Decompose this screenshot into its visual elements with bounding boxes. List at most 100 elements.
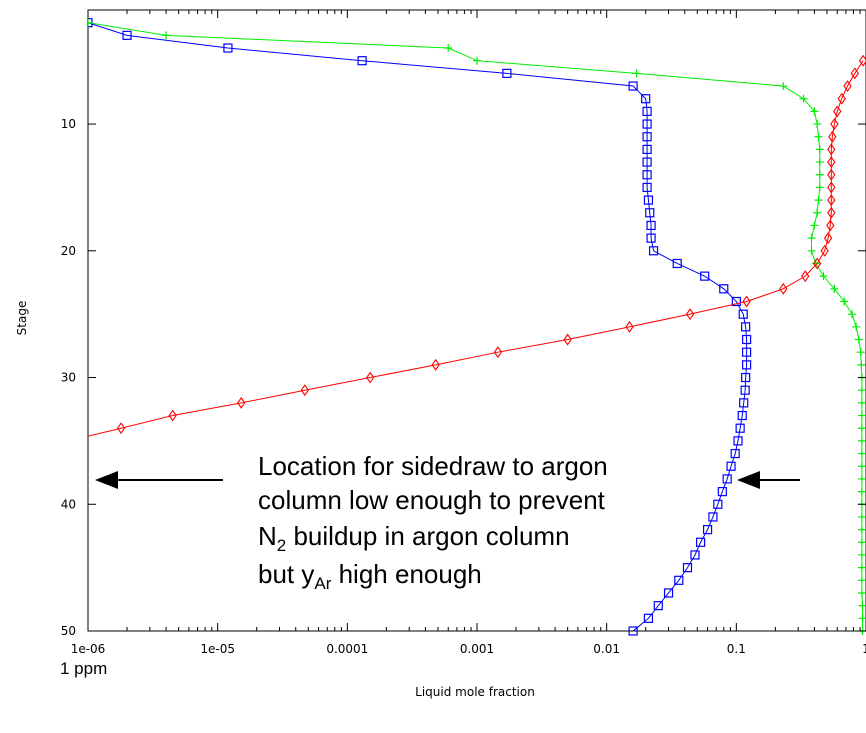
annotation-y-rest: high enough (331, 559, 481, 589)
data-point (807, 234, 816, 243)
data-point (827, 143, 836, 156)
data-point (742, 295, 751, 308)
x-tick-label: 1 (862, 642, 866, 656)
data-point (690, 550, 700, 560)
data-point (858, 614, 866, 623)
y-axis-ticks: 10 20 30 40 50 (61, 117, 866, 638)
data-point (116, 422, 126, 435)
data-point (858, 54, 866, 67)
annotation-n2-main: N (258, 521, 277, 551)
data-point (857, 474, 866, 483)
data-point (663, 588, 674, 598)
x-tick-label: 1e-05 (200, 642, 235, 656)
data-point (827, 181, 836, 194)
data-point (857, 462, 866, 471)
data-point (365, 371, 375, 384)
data-point (828, 130, 837, 143)
data-point (815, 183, 824, 192)
data-point (642, 106, 652, 116)
y-tick-label: 10 (61, 117, 76, 131)
data-point (632, 69, 641, 78)
data-point (814, 196, 823, 205)
data-point (833, 105, 842, 118)
data-point (653, 601, 663, 611)
data-point (840, 297, 849, 306)
data-point (799, 94, 808, 103)
data-point (740, 385, 750, 395)
y-tick-label: 50 (61, 624, 76, 638)
data-point (643, 613, 654, 623)
annotation-y-main: but y (258, 559, 314, 589)
data-point (237, 396, 246, 409)
data-point (685, 308, 695, 321)
data-point (88, 18, 92, 27)
data-point (674, 575, 684, 585)
data-point (223, 43, 233, 53)
data-point (820, 244, 829, 257)
data-point (672, 258, 682, 269)
data-point (646, 220, 656, 231)
data-point (823, 232, 833, 245)
data-point (162, 31, 171, 40)
data-point (625, 320, 634, 333)
data-point (837, 92, 846, 105)
y-axis-title: Stage (15, 301, 29, 336)
data-point (444, 44, 453, 53)
x-tick-label: 0.1 (727, 642, 746, 656)
data-point (737, 410, 747, 421)
annotation-line-3: N2 buildup in argon column (258, 521, 570, 555)
right-arrow (737, 471, 800, 489)
data-point (857, 360, 866, 369)
data-point (852, 322, 861, 331)
data-point (645, 208, 655, 218)
series-0 (88, 18, 752, 636)
data-point (830, 118, 839, 131)
data-point (168, 409, 177, 422)
data-point (700, 271, 710, 281)
data-point (810, 221, 819, 230)
data-point (473, 56, 481, 65)
data-point (830, 284, 839, 293)
one-ppm-label: 1 ppm (60, 659, 107, 678)
data-point (563, 333, 572, 346)
data-point (812, 257, 822, 270)
y-tick-label: 20 (61, 244, 76, 258)
data-point (642, 119, 652, 129)
data-point (642, 157, 652, 167)
data-point (858, 601, 866, 610)
data-point (731, 296, 741, 307)
data-point (857, 538, 866, 547)
data-point (713, 499, 723, 509)
data-point (735, 423, 745, 433)
data-point (733, 436, 743, 446)
x-axis-title: Liquid mole fraction (415, 685, 535, 699)
data-point (682, 563, 693, 573)
series-2 (88, 54, 866, 437)
data-point (742, 334, 752, 345)
data-point (741, 322, 751, 332)
data-point (854, 335, 863, 344)
annotation-n2-subscript: 2 (277, 536, 286, 555)
data-point (801, 270, 810, 283)
data-point (628, 626, 638, 636)
x-tick-label: 0.001 (460, 642, 494, 656)
data-point (857, 487, 866, 496)
series-line (88, 22, 748, 632)
data-point (857, 398, 866, 407)
data-point (502, 68, 512, 78)
data-point (717, 486, 727, 497)
data-point (857, 436, 866, 445)
data-point (857, 588, 866, 597)
right-arrow-head (737, 471, 760, 489)
annotation-n2-rest: buildup in argon column (286, 521, 569, 551)
data-point (827, 206, 836, 219)
annotation-line-4: but yAr high enough (258, 559, 482, 593)
data-point (826, 219, 835, 232)
annotation-line-1: Location for sidedraw to argon (258, 451, 608, 481)
data-point (742, 347, 752, 357)
left-arrow (95, 471, 223, 489)
data-point (431, 358, 440, 371)
data-point (357, 56, 367, 66)
data-point (738, 309, 748, 319)
data-point (857, 424, 866, 433)
